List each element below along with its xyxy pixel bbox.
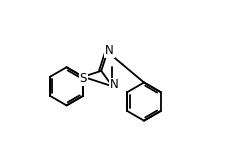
Text: N: N: [105, 44, 114, 57]
Text: S: S: [79, 72, 87, 85]
Text: N: N: [110, 79, 119, 91]
